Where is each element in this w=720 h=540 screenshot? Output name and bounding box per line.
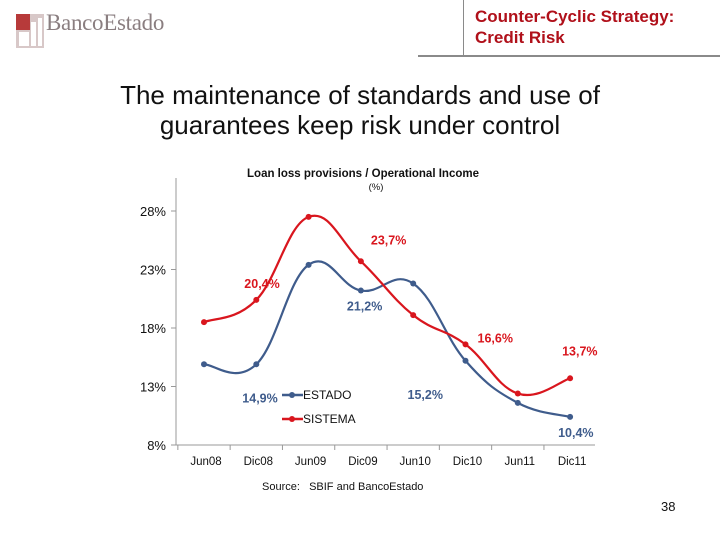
legend-label-sistema: SISTEMA <box>303 412 356 426</box>
x-tick-label: Jun09 <box>295 456 326 468</box>
slide-subtitle-line1: The maintenance of standards and use of <box>120 80 600 110</box>
x-tick-label: Dic11 <box>558 456 587 468</box>
y-tick-label: 18% <box>140 321 166 336</box>
data-point-estado <box>201 361 207 368</box>
data-point-sistema <box>357 258 364 265</box>
slide-subtitle: The maintenance of standards and use of … <box>60 80 660 140</box>
legend-marker-estado <box>289 392 295 398</box>
data-point-sistema <box>305 213 312 220</box>
data-point-estado <box>253 361 260 368</box>
data-point-sistema <box>514 390 521 397</box>
data-point-estado <box>410 280 417 287</box>
x-tick-label: Jun11 <box>505 456 535 468</box>
legend-label-estado: ESTADO <box>303 388 351 402</box>
header-divider <box>418 55 720 57</box>
y-tick-label: 13% <box>140 380 166 395</box>
data-point-sistema <box>201 319 207 326</box>
data-label: 20,4% <box>244 277 279 291</box>
legend-marker-sistema <box>289 416 295 422</box>
page-number: 38 <box>661 499 676 514</box>
y-tick-label: 28% <box>140 204 166 219</box>
x-tick-label: Jun10 <box>400 456 431 468</box>
data-point-sistema <box>567 375 574 382</box>
series-line-sistema <box>203 214 571 397</box>
data-point-estado <box>567 413 574 420</box>
bancoestado-logo <box>16 14 44 48</box>
header-title-line2: Credit Risk <box>475 28 565 47</box>
data-point-sistema <box>253 296 260 303</box>
data-point-estado <box>305 261 312 268</box>
x-tick-label: Dic09 <box>348 456 377 468</box>
y-tick-label: 8% <box>147 438 166 453</box>
series-line-estado <box>203 260 571 418</box>
data-point-sistema <box>410 312 417 319</box>
data-label: 10,4% <box>558 426 593 440</box>
logo-wordmark: BancoEstado <box>46 10 165 35</box>
data-label: 14,9% <box>242 391 277 405</box>
data-point-estado <box>514 399 521 406</box>
x-tick-label: Dic10 <box>453 456 482 468</box>
chart-title: Loan loss provisions / Operational Incom… <box>247 168 479 180</box>
data-point-estado <box>357 287 364 294</box>
data-label: 16,6% <box>478 331 513 345</box>
data-label: 13,7% <box>562 344 597 358</box>
data-point-estado <box>462 357 469 364</box>
slide-subtitle-line2: guarantees keep risk under control <box>159 110 561 140</box>
x-tick-label: Jun08 <box>190 456 221 468</box>
y-tick-label: 23% <box>140 263 166 278</box>
header-divider-vertical <box>463 0 464 55</box>
chart-unit: (%) <box>369 182 384 193</box>
header-title: Counter-Cyclic Strategy: Credit Risk <box>475 6 715 48</box>
x-tick-label: Dic08 <box>244 456 273 468</box>
data-label: 21,2% <box>347 300 382 314</box>
data-point-sistema <box>462 341 469 348</box>
source-note: Source: SBIF and BancoEstado <box>262 481 424 493</box>
header-title-line1: Counter-Cyclic Strategy: <box>475 7 675 26</box>
data-label: 15,2% <box>408 388 443 402</box>
data-label: 23,7% <box>371 233 406 247</box>
